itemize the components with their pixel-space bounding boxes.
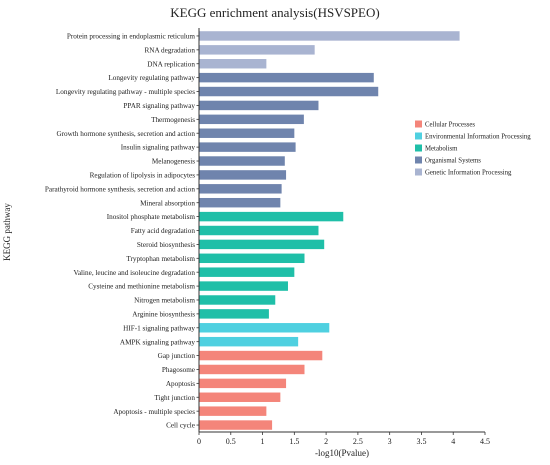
y-tick-label: RNA degradation [144, 46, 195, 54]
y-tick-label: Insulin signaling pathway [121, 144, 196, 152]
y-tick-label: AMPK signaling pathway [120, 338, 195, 346]
x-axis-label: -log10(Pvalue) [315, 448, 369, 458]
x-tick-label: 0.5 [226, 437, 236, 446]
legend-swatch-metabolism [415, 144, 422, 152]
y-tick-label: Phagosome [162, 366, 195, 374]
legend-label-cellular-processes: Cellular Processes [425, 122, 475, 129]
y-tick-label: Apoptosis [166, 380, 195, 388]
bar-tryptophan-metabolism [199, 253, 305, 264]
bar-gap-junction [199, 350, 323, 361]
legend-swatch-genetic-information-processing [415, 168, 422, 176]
x-tick-label: 3.5 [416, 437, 426, 446]
bar-steroid-biosynthesis [199, 239, 325, 250]
bars-layer [199, 31, 460, 430]
bar-rna-degradation [199, 45, 315, 55]
bar-insulin-signaling-pathway [199, 142, 296, 152]
legend: Cellular Processes Environmental Informat… [415, 120, 531, 177]
legend-swatch-cellular-processes [415, 120, 422, 128]
x-tick-label: 3 [388, 437, 392, 446]
bar-cell-cycle [199, 420, 273, 430]
y-tick-label: HIF-1 signaling pathway [123, 324, 195, 332]
bar-tight-junction [199, 392, 281, 402]
y-tick-label: Longevity regulating pathway [108, 74, 195, 82]
bar-valine-leucine-and-isoleucine-degradation [199, 267, 295, 277]
chart-title: KEGG enrichment analysis(HSVSPEO) [170, 5, 379, 20]
bar-apoptosis-multiple-species [199, 406, 267, 416]
x-tick-label: 2.5 [353, 437, 363, 446]
y-tick-label: Mineral absorption [140, 199, 195, 207]
x-tick-label: 1 [261, 437, 265, 446]
x-tick-label: 2 [324, 437, 328, 446]
y-tick-label: Parathyroid hormone synthesis, secretion… [45, 185, 196, 193]
bar-parathyroid-hormone-synthesis-secretion-and-action [199, 184, 282, 194]
bar-cysteine-and-methionine-metabolism [199, 281, 288, 291]
y-tick-label: Growth hormone synthesis, secretion and … [56, 130, 195, 138]
bar-longevity-regulating-pathway [199, 72, 374, 83]
bar-melanogenesis [199, 156, 285, 166]
bar-growth-hormone-synthesis-secretion-and-action [199, 128, 295, 138]
bar-regulation-of-lipolysis-in-adipocytes [199, 170, 287, 180]
y-tick-label: Thermogenesis [151, 116, 195, 124]
x-tick-label: 4 [451, 437, 455, 446]
x-tick-label: 1.5 [289, 437, 299, 446]
y-tick-label: Fatty acid degradation [131, 227, 196, 235]
y-tick-label: Gap junction [158, 352, 196, 360]
y-tick-label: Nitrogen metabolism [134, 297, 195, 305]
y-tick-label: Valine, leucine and isoleucine degradati… [73, 269, 195, 277]
y-tick-label: Regulation of lipolysis in adipocytes [90, 172, 196, 180]
y-tick-label: Tryptophan metabolism [126, 255, 195, 263]
x-tick-label: 4.5 [480, 437, 490, 446]
bar-protein-processing-in-endoplasmic-reticulum [199, 31, 460, 41]
bar-apoptosis [199, 378, 287, 389]
y-tick-label: Apoptosis - multiple species [113, 408, 195, 416]
y-tick-label: Arginine biosynthesis [132, 310, 195, 318]
bar-ppar-signaling-pathway [199, 100, 319, 111]
legend-swatch-environmental-information-processing [415, 132, 422, 140]
bar-phagosome [199, 364, 305, 375]
legend-label-metabolism: Metabolism [425, 146, 458, 153]
legend-label-genetic-information-processing: Genetic Information Processing [425, 170, 512, 177]
y-axis-label: KEGG pathway [2, 203, 12, 261]
x-tick-label: 0 [197, 437, 201, 446]
y-tick-label: Longevity regulating pathway - multiple … [56, 88, 195, 96]
bar-fatty-acid-degradation [199, 225, 319, 236]
y-tick-label: Steroid biosynthesis [137, 241, 195, 249]
legend-swatch-organismal-systems [415, 156, 422, 164]
y-tick-label: PPAR signaling pathway [123, 102, 195, 110]
legend-label-environmental-information-processing: Environmental Information Processing [425, 134, 531, 141]
y-tick-label: Cell cycle [166, 422, 195, 430]
y-tick-label: Melanogenesis [152, 158, 195, 166]
bar-ampk-signaling-pathway [199, 336, 299, 347]
y-tick-label: Tight junction [154, 394, 195, 402]
bar-longevity-regulating-pathway-multiple-species [199, 86, 379, 97]
legend-label-organismal-systems: Organismal Systems [425, 158, 481, 165]
bar-dna-replication [199, 59, 267, 69]
bar-mineral-absorption [199, 197, 281, 208]
bar-hif-1-signaling-pathway [199, 323, 330, 333]
bar-arginine-biosynthesis [199, 309, 269, 319]
y-tick-label: Cysteine and methionine metabolism [88, 283, 195, 291]
y-tick-label: DNA replication [147, 60, 195, 68]
bar-inositol-phosphate-metabolism [199, 211, 344, 222]
y-tick-label: Protein processing in endoplasmic reticu… [67, 33, 196, 41]
axes-layer: Protein processing in endoplasmic reticu… [45, 28, 490, 446]
y-tick-label: Inositol phosphate metabolism [107, 213, 196, 221]
bar-thermogenesis [199, 114, 304, 125]
bar-nitrogen-metabolism [199, 295, 276, 305]
